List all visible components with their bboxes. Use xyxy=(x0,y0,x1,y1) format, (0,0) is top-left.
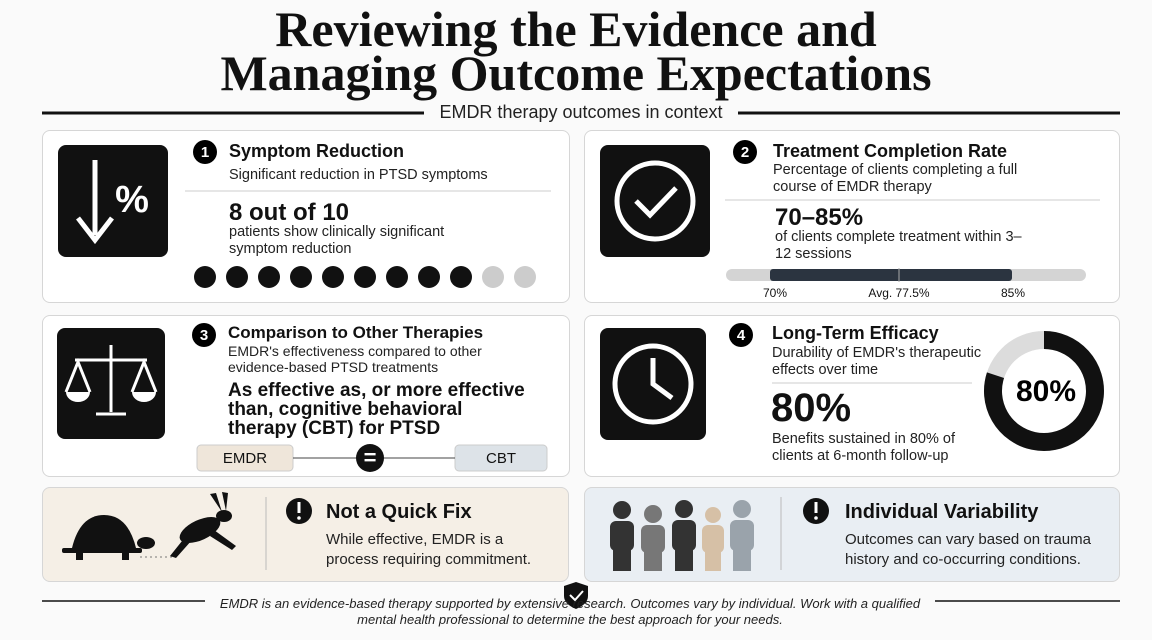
clock-icon xyxy=(650,358,674,401)
people-icon xyxy=(610,500,754,571)
compare-label: CBT xyxy=(486,450,516,467)
card-detail: Benefits sustained in 80% of clients at … xyxy=(772,431,955,464)
number-badge xyxy=(729,323,753,347)
title: Reviewing the Evidence and xyxy=(275,1,877,57)
compare-symbol: = xyxy=(363,445,377,470)
bar-label: 85% xyxy=(1000,286,1026,300)
alert-icon xyxy=(814,516,818,520)
compare-label: EMDR xyxy=(222,450,268,467)
card-title: Comparison to Other Therapies xyxy=(228,323,484,342)
card-number: 2 xyxy=(741,144,749,161)
note-title: Individual Variability xyxy=(845,501,1039,523)
card-number: 4 xyxy=(737,327,746,344)
note-title: Not a Quick Fix xyxy=(326,501,472,523)
check-icon xyxy=(634,186,678,219)
card-stat: 80% xyxy=(771,386,852,430)
card-number: 1 xyxy=(201,144,209,161)
number-badge xyxy=(193,140,217,164)
equals-badge xyxy=(356,444,384,472)
percent-symbol: % xyxy=(115,179,149,221)
bar-label: 70% xyxy=(762,286,788,300)
clock-icon xyxy=(612,343,694,425)
alert-icon xyxy=(297,502,301,513)
note-text: While effective, EMDR is a process requi… xyxy=(326,531,532,568)
donut-label: 80% xyxy=(1016,375,1076,408)
down-icon xyxy=(76,160,114,245)
card-title: Treatment Completion Rate xyxy=(773,141,1008,161)
card-stat: 70–85% xyxy=(775,204,864,231)
hare-icon xyxy=(170,492,236,558)
card-description: Significant reduction in PTSD symptoms xyxy=(229,167,488,183)
number-badge xyxy=(733,140,757,164)
alert-icon xyxy=(814,502,818,513)
shield-icon xyxy=(564,582,588,609)
footer-text: EMDR is an evidence-based therapy suppor… xyxy=(219,596,921,627)
card-stat: 8 out of 10 xyxy=(229,199,350,226)
card-description: EMDR's effectiveness compared to other e… xyxy=(228,343,482,375)
card-number: 3 xyxy=(200,327,208,344)
title: Managing Outcome Expectations xyxy=(220,45,932,101)
note-text: Outcomes can vary based on trauma histor… xyxy=(845,531,1091,568)
card-title: Symptom Reduction xyxy=(229,141,405,161)
card-description: Percentage of clients completing a full … xyxy=(773,162,1018,195)
donut-arc xyxy=(984,331,1104,451)
icon-bg xyxy=(58,145,168,257)
tortoise-icon xyxy=(62,515,155,560)
range-fill xyxy=(770,269,1012,281)
note-card xyxy=(584,487,1120,582)
alert-icon xyxy=(297,516,301,520)
card-description: Durability of EMDR's therapeutic effects… xyxy=(772,345,982,378)
card-detail: patients show clinically significant sym… xyxy=(229,224,445,257)
scales-icon xyxy=(66,392,156,402)
dots xyxy=(194,266,536,288)
bar-label: Avg. 77.5% xyxy=(868,286,930,300)
card-stat: As effective as, or more effective than,… xyxy=(228,380,525,439)
card-detail: of clients complete treatment within 3–1… xyxy=(775,229,1022,262)
subtitle: EMDR therapy outcomes in context xyxy=(439,102,723,122)
check-icon xyxy=(614,160,696,242)
number-badge xyxy=(192,323,216,347)
card-title: Long-Term Efficacy xyxy=(772,323,939,343)
scales-icon xyxy=(64,345,158,416)
shield-icon xyxy=(569,590,584,602)
